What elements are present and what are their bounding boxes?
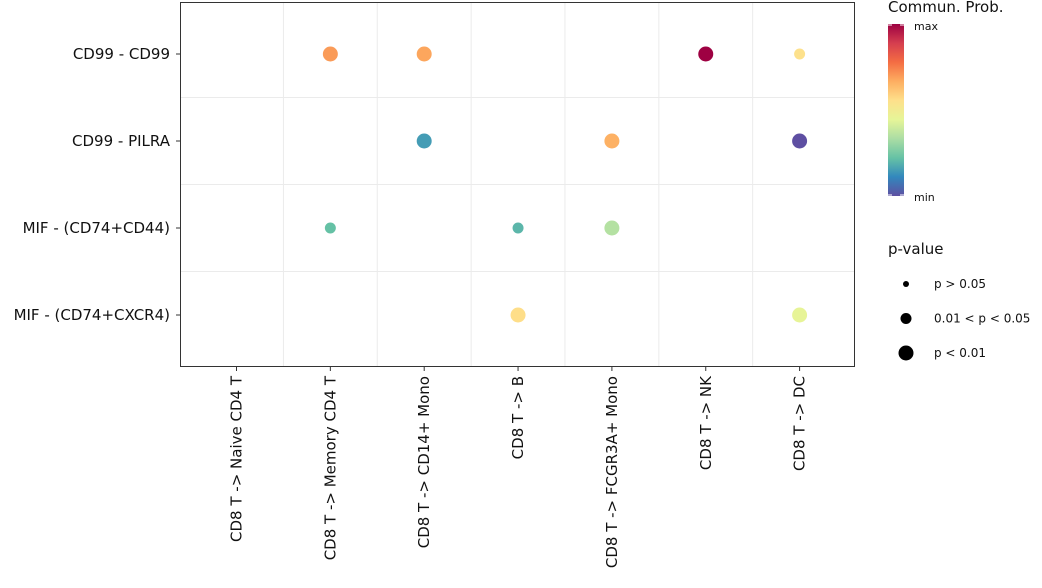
- colorbar: [888, 24, 904, 196]
- grid: [181, 3, 854, 366]
- x-tick-labels: CD8 T -> Naive CD4 T CD8 T -> Memory CD4 …: [228, 367, 809, 568]
- colorbar-legend: Commun. Prob. max min: [888, 0, 1004, 204]
- data-point: [792, 133, 808, 149]
- size-legend-label: p < 0.01: [934, 346, 986, 360]
- size-legend: p-value p > 0.05 0.01 < p < 0.05 p < 0.01: [888, 240, 1030, 361]
- data-point: [510, 307, 526, 323]
- x-tick-label: CD8 T -> FCGR3A+ Mono: [603, 376, 621, 568]
- x-tick-label: CD8 T -> CD14+ Mono: [415, 376, 433, 548]
- y-tick-label: MIF - (CD74+CD44): [23, 219, 170, 237]
- data-point: [416, 46, 432, 62]
- data-point: [698, 46, 714, 62]
- data-point: [604, 220, 620, 236]
- x-tick-label: CD8 T -> NK: [697, 375, 715, 470]
- size-legend-label: p > 0.05: [934, 277, 986, 291]
- data-point: [794, 48, 806, 60]
- y-tick-labels: CD99 - CD99 CD99 - PILRA MIF - (CD74+CD44)…: [14, 45, 180, 324]
- data-point: [324, 222, 336, 234]
- data-point: [322, 46, 338, 62]
- data-point: [416, 133, 432, 149]
- data-points: [322, 46, 808, 323]
- y-tick-label: CD99 - PILRA: [72, 132, 171, 150]
- x-tick-label: CD8 T -> DC: [791, 376, 809, 471]
- plot-border: [180, 2, 855, 367]
- size-legend-key: [900, 313, 912, 324]
- size-legend-title: p-value: [888, 240, 944, 258]
- x-tick-label: CD8 T -> B: [509, 376, 527, 459]
- colorbar-max-label: max: [914, 20, 938, 33]
- size-legend-label: 0.01 < p < 0.05: [934, 312, 1030, 326]
- size-legend-key: [898, 345, 914, 361]
- size-legend-key: [903, 281, 909, 287]
- data-point: [792, 307, 808, 323]
- colorbar-min-label: min: [914, 191, 935, 204]
- x-tick-label: CD8 T -> Memory CD4 T: [321, 375, 339, 560]
- data-point: [604, 133, 620, 149]
- y-tick-label: MIF - (CD74+CXCR4): [14, 306, 170, 324]
- y-tick-label: CD99 - CD99: [73, 45, 170, 63]
- x-tick-label: CD8 T -> Naive CD4 T: [228, 375, 246, 542]
- data-point: [512, 222, 524, 234]
- colorbar-title: Commun. Prob.: [888, 0, 1004, 16]
